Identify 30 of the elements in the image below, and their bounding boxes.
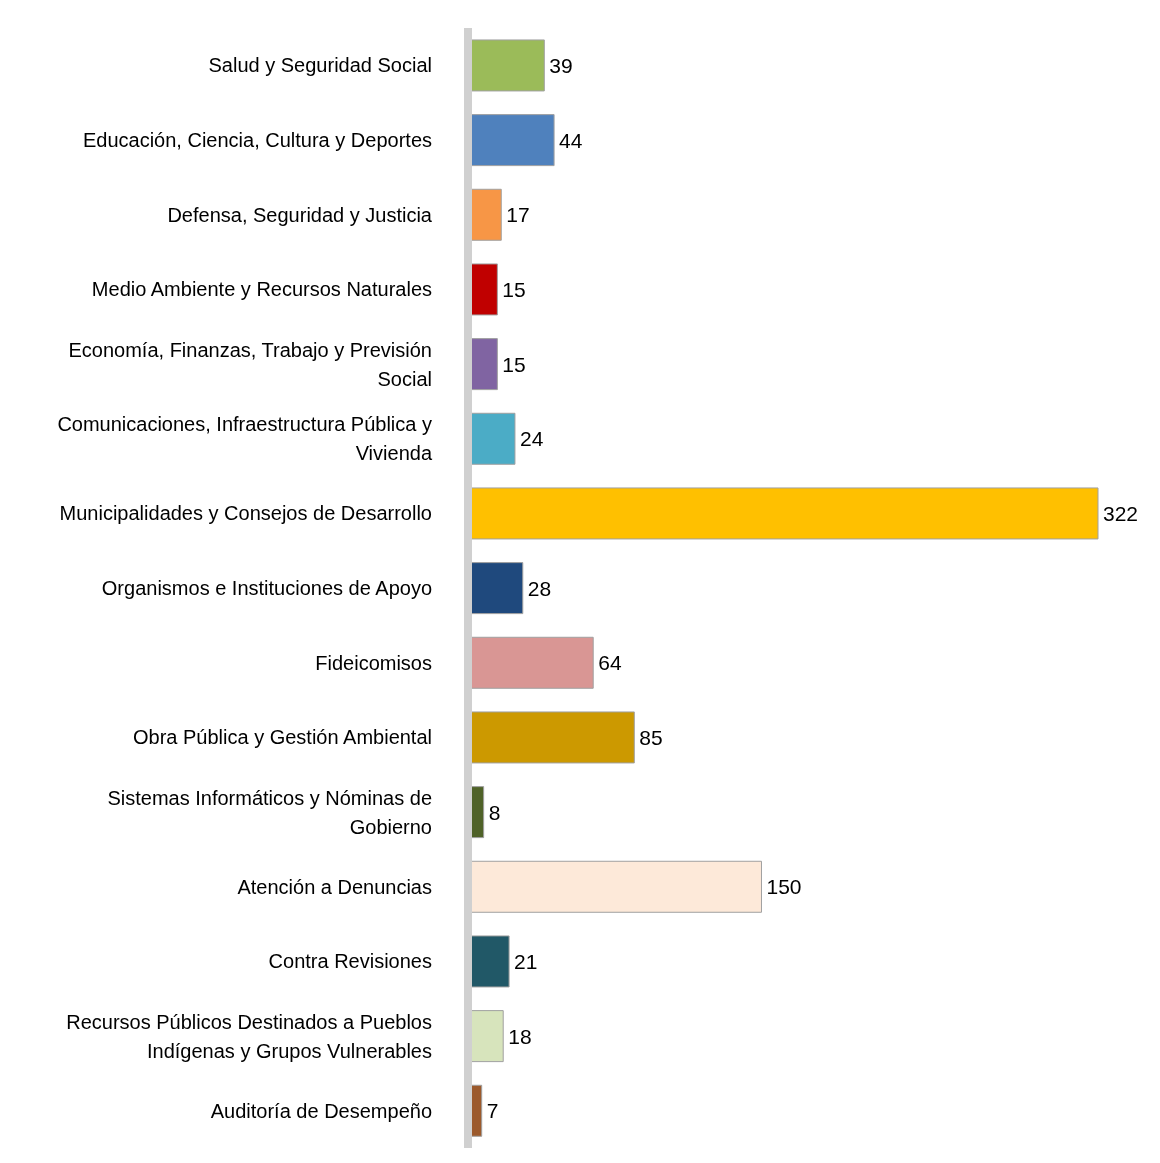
data-label: 44 [559,128,583,152]
y-tick-label: Atención a Denuncias [237,875,432,898]
y-tick-label: Sistemas Informáticos y Nóminas de Gobierno [107,786,432,838]
y-tick-label: Defensa, Seguridad y Justicia [167,203,433,226]
y-tick-label: Recursos Públicos Destinados a Pueblos Indígenas y Grupos Vulnerables [66,1010,432,1062]
y-tick-label: Fideicomisos [315,651,432,674]
y-tick-label: Municipalidades y Consejos de Desarrollo [59,502,432,525]
y-tick-label: Economía, Finanzas, Trabajo y Previsión Social [68,338,432,390]
y-tick-label: Educación, Ciencia, Cultura y Deportes [82,129,432,151]
data-label: 8 [488,800,501,824]
y-tick-label: Comunicaciones, Infraestructura Pública y Vivienda [57,413,433,465]
data-label: 18 [508,1024,532,1048]
data-label: 322 [1103,501,1139,525]
data-label: 21 [514,949,538,973]
y-tick-label: Auditoría de Desempeño [210,1099,432,1122]
data-label: 24 [519,427,544,451]
data-label: 150 [766,875,802,899]
data-label: 28 [527,576,552,600]
data-label: 17 [506,203,530,227]
data-label: 39 [549,53,573,77]
data-label: 64 [598,651,622,675]
y-tick-label: Medio Ambiente y Recursos Naturales [91,278,432,301]
data-label: 15 [502,352,526,376]
y-tick-label: Obra Pública y Gestión Ambiental [132,726,432,749]
y-tick-label: Contra Revisiones [268,950,432,973]
data-label: 15 [502,277,526,301]
y-tick-label: Organismos e Instituciones de Apoyo [101,577,432,599]
y-tick-label: Salud y Seguridad Social [208,54,432,77]
data-label: 7 [486,1099,499,1123]
data-label: 85 [639,725,663,749]
